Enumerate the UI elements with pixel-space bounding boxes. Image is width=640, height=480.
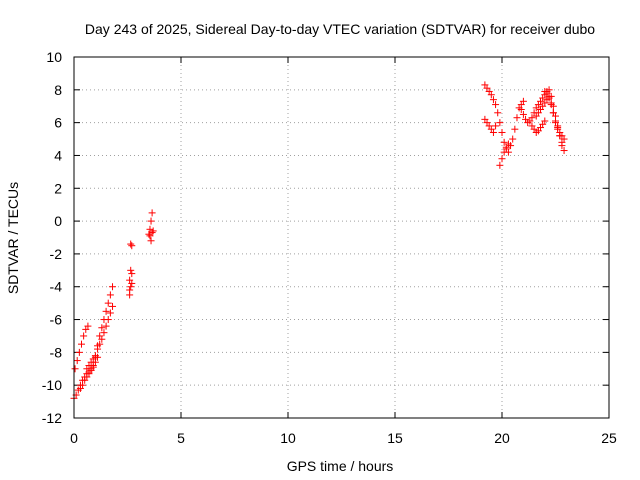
y-tick-label: 0 <box>54 213 62 229</box>
data-point <box>80 332 88 340</box>
data-point <box>519 110 527 118</box>
data-point <box>98 324 106 332</box>
data-point <box>511 125 519 133</box>
data-point <box>73 357 81 365</box>
data-point <box>528 114 536 122</box>
data-point <box>84 322 92 330</box>
data-point <box>489 96 497 104</box>
data-point <box>498 155 506 163</box>
data-point <box>127 283 135 291</box>
data-point <box>75 348 83 356</box>
data-points <box>70 81 568 402</box>
data-point <box>494 109 502 117</box>
chart-title: Day 243 of 2025, Sidereal Day-to-day VTE… <box>85 21 595 37</box>
data-point <box>149 227 157 235</box>
data-point <box>492 101 500 109</box>
data-point <box>109 283 117 291</box>
data-point <box>147 237 155 245</box>
y-tick-labels: -12 -10 -8 -6 -4 -2 0 2 4 6 8 10 <box>42 49 62 426</box>
data-point <box>554 124 562 132</box>
y-tick-label: 2 <box>54 180 62 196</box>
data-point <box>513 114 521 122</box>
x-tick-label: 0 <box>70 430 78 446</box>
data-point <box>517 106 525 114</box>
data-point <box>102 307 110 315</box>
data-point <box>77 340 85 348</box>
y-tick-label: -10 <box>42 377 62 393</box>
data-point <box>498 128 506 136</box>
data-point <box>496 119 504 127</box>
data-point <box>547 101 555 109</box>
x-tick-label: 15 <box>387 430 403 446</box>
y-tick-label: -12 <box>42 410 62 426</box>
data-point <box>94 353 102 361</box>
x-tick-label: 25 <box>601 430 617 446</box>
data-point <box>89 363 97 371</box>
data-point <box>519 97 527 105</box>
data-point <box>489 128 497 136</box>
data-point <box>128 279 136 287</box>
data-point <box>127 266 135 274</box>
data-point <box>104 299 112 307</box>
data-point <box>128 242 136 250</box>
data-point <box>500 138 508 146</box>
axis-ticks <box>73 56 610 419</box>
y-axis-label: SDTVAR / TECUs <box>5 182 21 294</box>
data-point <box>148 209 156 217</box>
data-point <box>106 309 114 317</box>
y-tick-label: -6 <box>50 312 63 328</box>
data-point <box>79 381 87 389</box>
data-point <box>496 161 504 169</box>
y-tick-label: 10 <box>46 49 62 65</box>
data-point <box>552 117 559 125</box>
data-point <box>147 217 155 225</box>
data-point <box>560 147 568 155</box>
data-point <box>106 291 114 299</box>
data-point <box>543 89 551 97</box>
data-point <box>126 286 134 294</box>
grid-lines <box>74 57 609 418</box>
data-point <box>541 117 549 125</box>
x-tick-labels: 0 5 10 15 20 25 <box>70 430 617 446</box>
data-point <box>100 329 108 337</box>
data-point <box>102 322 110 330</box>
x-tick-label: 10 <box>280 430 296 446</box>
y-tick-label: 6 <box>54 115 62 131</box>
data-point <box>104 316 112 324</box>
data-point <box>504 140 512 148</box>
data-point <box>109 302 117 310</box>
data-point <box>98 335 106 343</box>
y-tick-label: 8 <box>54 82 62 98</box>
data-point <box>94 345 102 353</box>
y-tick-label: 4 <box>54 147 62 163</box>
data-point <box>500 148 508 156</box>
data-point <box>492 122 500 130</box>
data-point <box>127 240 135 248</box>
plot-frame <box>73 56 610 419</box>
x-tick-label: 5 <box>177 430 185 446</box>
data-point <box>145 230 153 238</box>
y-tick-label: -8 <box>50 344 63 360</box>
data-point <box>128 270 136 278</box>
data-point <box>487 91 495 99</box>
x-tick-label: 20 <box>494 430 510 446</box>
data-point <box>148 229 156 237</box>
data-point <box>509 135 517 143</box>
data-point <box>71 365 79 373</box>
data-point <box>549 109 557 117</box>
data-point <box>560 135 568 143</box>
data-point <box>91 358 99 366</box>
y-tick-label: -2 <box>50 246 63 262</box>
x-axis-label: GPS time / hours <box>287 458 394 474</box>
data-point <box>545 94 553 102</box>
data-point <box>96 340 104 348</box>
y-tick-label: -4 <box>50 279 63 295</box>
